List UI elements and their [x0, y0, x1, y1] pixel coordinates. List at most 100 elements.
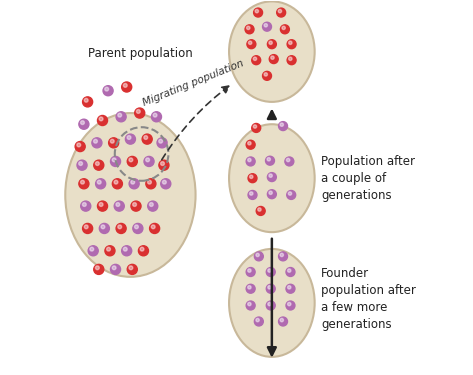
Circle shape [253, 57, 257, 60]
Circle shape [103, 86, 113, 96]
Circle shape [111, 264, 121, 274]
Circle shape [149, 224, 159, 234]
Circle shape [109, 138, 119, 148]
Circle shape [263, 22, 272, 31]
Circle shape [116, 202, 120, 206]
Circle shape [247, 40, 256, 49]
Circle shape [122, 82, 131, 92]
Text: Founder
population after
a few more
generations: Founder population after a few more gene… [321, 267, 416, 331]
Circle shape [135, 108, 145, 118]
Circle shape [131, 180, 135, 184]
Circle shape [99, 202, 103, 206]
Circle shape [252, 56, 261, 64]
Circle shape [254, 252, 263, 261]
Circle shape [246, 157, 255, 166]
Text: Parent population: Parent population [88, 47, 193, 60]
Circle shape [153, 113, 157, 117]
Circle shape [133, 202, 137, 206]
Circle shape [288, 286, 291, 289]
Circle shape [133, 224, 143, 234]
Circle shape [287, 56, 296, 64]
Circle shape [80, 180, 84, 184]
Circle shape [287, 40, 296, 49]
Circle shape [75, 141, 85, 152]
Circle shape [77, 160, 87, 170]
Circle shape [258, 208, 261, 211]
Circle shape [79, 179, 89, 189]
Circle shape [97, 180, 101, 184]
Circle shape [246, 284, 255, 293]
Circle shape [280, 25, 289, 34]
Circle shape [97, 201, 107, 211]
Circle shape [286, 284, 295, 293]
Circle shape [279, 252, 288, 261]
Circle shape [118, 225, 122, 229]
Circle shape [263, 71, 272, 80]
Circle shape [254, 317, 263, 326]
Circle shape [146, 158, 149, 162]
Circle shape [140, 247, 144, 251]
Circle shape [256, 318, 259, 322]
Circle shape [279, 317, 288, 326]
Circle shape [256, 207, 265, 215]
Circle shape [285, 157, 294, 166]
Circle shape [77, 143, 81, 147]
Circle shape [246, 301, 255, 310]
Circle shape [148, 201, 158, 211]
Circle shape [265, 156, 274, 165]
Circle shape [268, 302, 271, 306]
Circle shape [289, 57, 292, 60]
Circle shape [131, 201, 141, 211]
Circle shape [106, 247, 111, 251]
Circle shape [269, 41, 272, 45]
Circle shape [246, 140, 255, 149]
Circle shape [84, 225, 88, 229]
Circle shape [280, 318, 283, 322]
Circle shape [127, 264, 137, 274]
Circle shape [110, 140, 114, 143]
Circle shape [279, 122, 288, 130]
Circle shape [286, 301, 295, 310]
Circle shape [248, 190, 257, 200]
Circle shape [245, 25, 254, 34]
Circle shape [113, 179, 123, 189]
Circle shape [83, 224, 93, 234]
Circle shape [264, 73, 267, 76]
Circle shape [139, 246, 149, 256]
Circle shape [288, 192, 292, 195]
Circle shape [268, 269, 271, 272]
Text: Migrating population: Migrating population [142, 58, 245, 108]
Circle shape [112, 158, 116, 162]
Circle shape [148, 180, 151, 184]
Circle shape [268, 286, 271, 289]
Circle shape [250, 175, 253, 178]
Circle shape [127, 156, 137, 166]
Circle shape [269, 55, 278, 63]
Circle shape [118, 113, 122, 117]
Circle shape [123, 84, 127, 87]
Circle shape [123, 247, 127, 251]
Circle shape [99, 117, 103, 121]
Circle shape [142, 134, 152, 144]
Circle shape [248, 41, 252, 45]
Circle shape [144, 156, 154, 166]
Circle shape [246, 26, 250, 30]
Circle shape [248, 269, 251, 272]
Circle shape [266, 284, 275, 293]
Ellipse shape [65, 113, 195, 277]
Circle shape [94, 160, 104, 170]
Circle shape [159, 160, 169, 170]
Circle shape [282, 26, 285, 30]
Circle shape [280, 123, 283, 126]
Circle shape [248, 142, 251, 145]
Circle shape [267, 40, 276, 49]
Circle shape [267, 190, 276, 199]
Circle shape [286, 267, 295, 276]
Circle shape [266, 301, 275, 310]
Circle shape [267, 158, 271, 161]
Circle shape [159, 140, 163, 143]
Circle shape [82, 202, 86, 206]
Circle shape [157, 138, 167, 148]
Circle shape [250, 192, 253, 195]
Circle shape [264, 24, 267, 27]
